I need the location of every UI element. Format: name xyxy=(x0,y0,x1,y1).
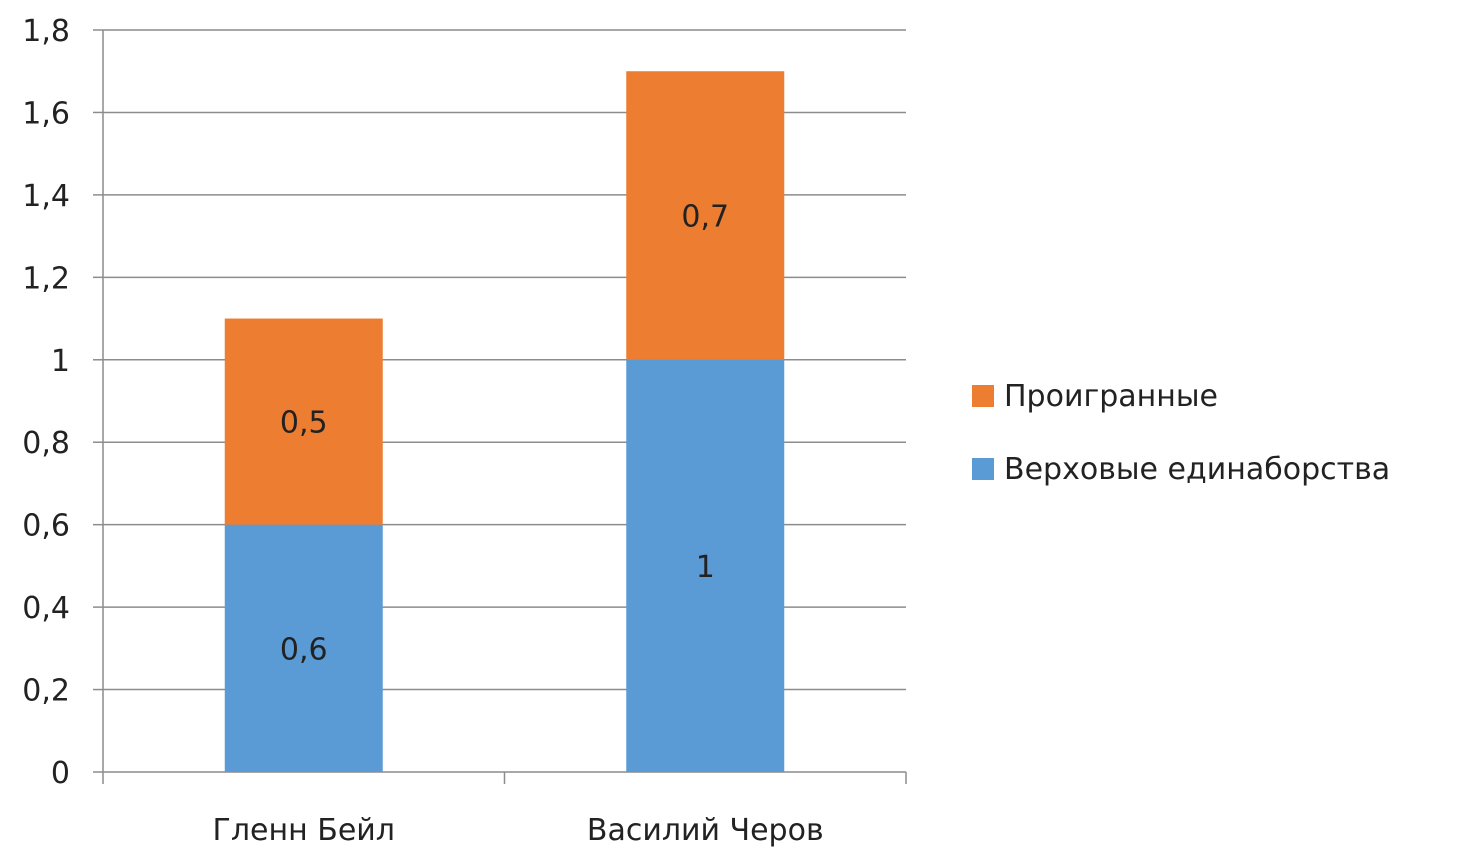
y-tick-label: 1,6 xyxy=(22,96,70,131)
gridlines xyxy=(103,29,906,691)
y-tick-label: 1,2 xyxy=(22,261,70,296)
y-tick-label: 0,6 xyxy=(22,509,70,544)
legend-swatch-top-fights xyxy=(972,458,994,480)
legend: Проигранные Верховые единаборства xyxy=(972,372,1390,518)
legend-item-lost: Проигранные xyxy=(972,372,1390,420)
bar-segment xyxy=(626,71,785,360)
y-axis-ticks: 0 0,2 0,4 0,6 0,8 1 1,2 1,4 1,6 1,8 xyxy=(22,14,103,791)
legend-item-top-fights: Верховые единаборства xyxy=(972,445,1390,493)
y-tick-label: 1,4 xyxy=(22,179,70,214)
y-tick-label: 0,8 xyxy=(22,426,70,461)
bar-segment xyxy=(626,359,785,772)
x-category-label: Гленн Бейл xyxy=(213,813,395,848)
y-tick-label: 0 xyxy=(51,756,70,791)
bars xyxy=(224,71,785,772)
legend-label-top-fights: Верховые единаборства xyxy=(1004,451,1391,487)
data-label: 0,5 xyxy=(280,406,328,441)
bar-segment xyxy=(224,524,383,772)
y-tick-label: 1,8 xyxy=(22,14,70,49)
data-labels: 0,6 0,5 1 0,7 xyxy=(280,200,729,668)
y-tick-label: 1 xyxy=(51,344,70,379)
x-axis-categories: Гленн Бейл Василий Черов xyxy=(213,813,824,848)
x-category-label: Василий Черов xyxy=(587,813,824,848)
data-label: 1 xyxy=(696,550,715,585)
data-label: 0,6 xyxy=(280,632,328,667)
axes xyxy=(102,30,907,784)
y-tick-label: 0,4 xyxy=(22,591,70,626)
y-tick-label: 0,2 xyxy=(22,674,70,709)
bar-segment xyxy=(224,318,383,525)
data-label: 0,7 xyxy=(681,200,729,235)
legend-label-lost: Проигранные xyxy=(1004,378,1219,414)
legend-swatch-lost xyxy=(972,385,994,407)
